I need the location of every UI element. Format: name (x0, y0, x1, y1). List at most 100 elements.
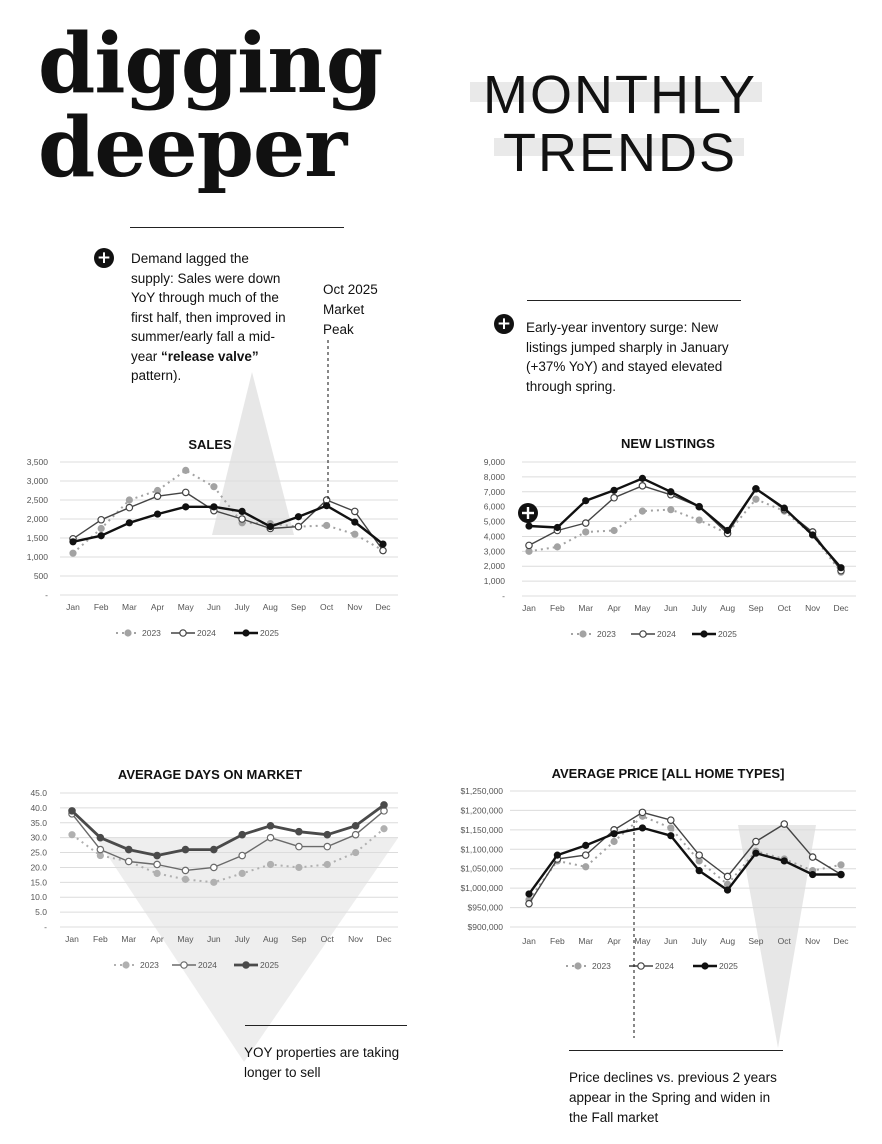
data-point-2025 (125, 519, 133, 527)
data-point-2025 (780, 857, 788, 865)
x-tick-label: Jan (66, 602, 80, 612)
x-tick-label: Jan (522, 936, 536, 946)
highlight-triangle (738, 825, 816, 1048)
data-point-2023 (295, 863, 303, 872)
data-point-2024 (638, 808, 647, 817)
x-tick-label: Feb (93, 934, 108, 944)
data-point-2024 (125, 503, 134, 512)
y-tick-label: 25.0 (30, 848, 47, 858)
y-tick-label: 9,000 (484, 457, 506, 467)
data-point-2025 (266, 522, 274, 531)
y-tick-label: 10.0 (30, 892, 47, 902)
y-tick-label: 1,000 (484, 576, 506, 586)
data-point-2024 (323, 842, 332, 851)
x-tick-label: Jan (65, 934, 79, 944)
y-tick-label: 1,000 (27, 552, 49, 562)
data-point-2024 (525, 899, 533, 908)
data-point-2023 (323, 860, 331, 869)
data-point-2023 (181, 875, 190, 883)
data-point-2025 (181, 845, 190, 854)
y-tick-label: 500 (34, 571, 48, 581)
y-tick-label: 20.0 (30, 862, 47, 872)
x-tick-label: Oct (778, 936, 792, 946)
legend-label: 2025 (719, 961, 738, 971)
data-point-2025 (210, 845, 218, 854)
y-tick-label: $1,000,000 (460, 883, 503, 893)
data-point-2025 (809, 531, 817, 539)
data-point-2023 (97, 524, 105, 533)
data-point-2025 (323, 502, 331, 510)
series-line-2024 (71, 810, 385, 872)
data-point-2025 (238, 830, 246, 839)
data-point-2025 (695, 503, 703, 511)
data-point-2025 (238, 507, 246, 515)
y-tick-label: 2,000 (484, 561, 506, 571)
y-tick-label: 2,000 (27, 514, 49, 524)
data-point-2025 (153, 510, 162, 518)
y-tick-label: $1,200,000 (460, 805, 503, 815)
data-point-2023 (125, 496, 133, 504)
data-point-2025 (96, 833, 105, 842)
data-point-2024 (379, 546, 387, 555)
data-point-2024 (153, 860, 161, 869)
data-point-2025 (582, 497, 590, 505)
section-title-line-1: MONTHLY (482, 65, 757, 125)
y-tick-label: - (502, 591, 505, 601)
plus-icon: + (94, 248, 114, 268)
y-tick-label: 6,000 (484, 502, 506, 512)
legend-marker (637, 962, 645, 970)
x-tick-label: Nov (347, 602, 363, 612)
legend-marker (579, 630, 587, 638)
legend-marker (180, 961, 188, 969)
data-point-2023 (582, 528, 590, 536)
data-point-2024 (351, 830, 360, 839)
data-point-2025 (351, 518, 359, 526)
data-point-2025 (667, 488, 675, 496)
data-point-2023 (153, 869, 161, 878)
data-point-2025 (723, 886, 732, 894)
dom-note: YOY properties are taking longer to sell (244, 1045, 400, 1080)
chart-title: SALES (188, 437, 232, 452)
data-point-2025 (837, 870, 845, 879)
x-tick-label: Jan (522, 603, 536, 613)
data-point-2023 (69, 549, 77, 557)
series-line-2025 (71, 803, 385, 857)
legend-label: 2025 (260, 628, 279, 638)
data-point-2024 (295, 842, 303, 851)
headline: digging deeper (38, 22, 383, 190)
data-point-2024 (638, 482, 647, 490)
x-tick-label: Oct (320, 602, 334, 612)
data-point-2023 (68, 831, 76, 839)
data-point-2025 (379, 540, 387, 548)
data-point-2023 (238, 869, 246, 878)
data-point-2025 (182, 503, 190, 511)
data-point-2025 (610, 486, 618, 494)
x-tick-label: Apr (150, 934, 163, 944)
peak-note-line-2: Market (323, 302, 365, 317)
legend-marker (639, 630, 647, 638)
series-line-2024 (72, 491, 384, 551)
data-point-2024 (752, 837, 760, 846)
x-tick-label: Apr (151, 602, 164, 612)
data-point-2025 (553, 851, 561, 859)
x-tick-label: Sep (291, 602, 306, 612)
legend-marker (124, 629, 132, 637)
y-tick-label: 40.0 (30, 803, 47, 813)
y-tick-label: 5,000 (484, 517, 506, 527)
y-tick-label: 15.0 (30, 877, 47, 887)
y-tick-label: 7,000 (484, 487, 506, 497)
plus-marker-icon (518, 503, 538, 523)
divider-rule (130, 227, 344, 228)
y-tick-label: - (44, 922, 47, 932)
y-tick-label: 1,500 (27, 533, 49, 543)
series-line-2023 (528, 498, 842, 573)
data-point-2025 (294, 513, 303, 521)
data-point-2025 (752, 849, 760, 857)
data-point-2024 (723, 872, 732, 881)
data-point-2025 (295, 827, 303, 836)
data-point-2024 (181, 866, 190, 875)
legend-label: 2025 (260, 960, 279, 970)
y-tick-label: $1,050,000 (460, 864, 503, 874)
series-line-2023 (528, 815, 842, 901)
data-point-2023 (582, 863, 590, 871)
